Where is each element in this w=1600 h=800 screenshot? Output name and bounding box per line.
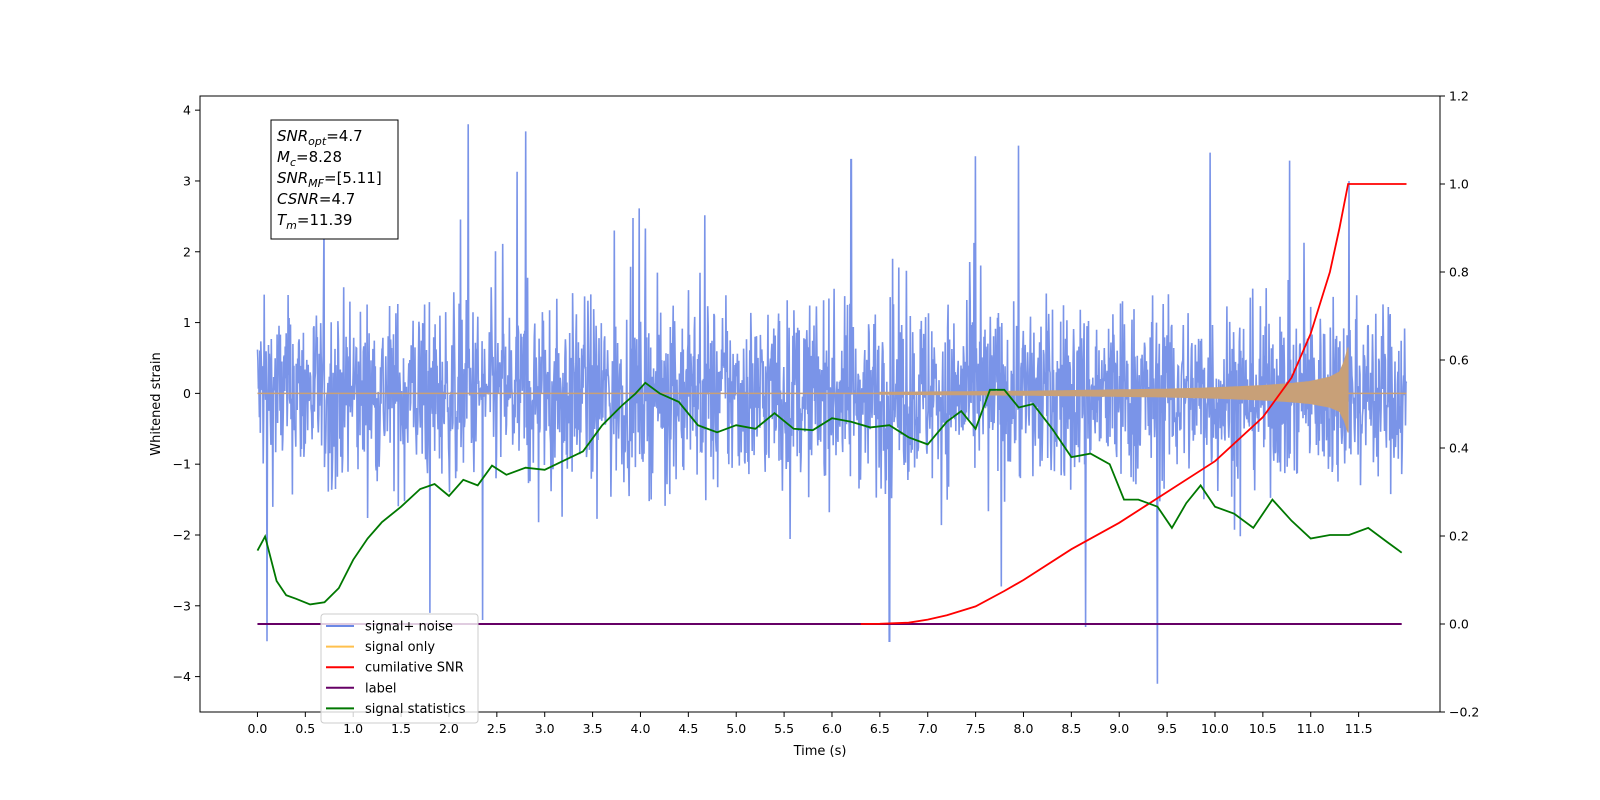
y-tick-label-left: 3 [183, 173, 191, 188]
x-tick-label: 10.5 [1249, 721, 1277, 736]
legend-label: signal+ noise [365, 620, 453, 635]
series-signal-only-envelope [879, 347, 1349, 433]
x-tick-label: 11.5 [1345, 721, 1373, 736]
y-tick-label-right: 0.2 [1449, 529, 1469, 544]
y-tick-label-right: 0.8 [1449, 265, 1469, 280]
y-tick-label-left: −2 [173, 527, 191, 542]
legend-label: signal statistics [365, 702, 466, 717]
legend: signal+ noise signal only cumilative SNR la… [320, 613, 479, 724]
info-box-line: SNRMF=[5.11] [277, 169, 382, 190]
x-tick-label: 3.0 [535, 721, 555, 736]
x-tick-label: 1.0 [343, 721, 363, 736]
x-tick-label: 7.0 [918, 721, 938, 736]
x-tick-label: 5.0 [726, 721, 746, 736]
x-tick-label: 2.0 [439, 721, 459, 736]
x-tick-label: 0.5 [295, 721, 315, 736]
axes-layer: 0.0 0.5 1.0 1.5 2.0 2.5 3.0 3.5 4.0 4.5 5.0 5.5 6.0 6… [173, 89, 1480, 737]
y-tick-label-left: 2 [183, 244, 191, 259]
x-tick-label: 8.5 [1061, 721, 1081, 736]
legend-frame [320, 613, 479, 724]
x-tick-label: 7.5 [966, 721, 986, 736]
x-tick-label: 9.0 [1109, 721, 1129, 736]
series-signal-statistics [256, 381, 1403, 606]
x-tick-label: 2.5 [487, 721, 507, 736]
x-tick-label: 11.0 [1297, 721, 1325, 736]
legend-label: cumilative SNR [365, 661, 464, 676]
y-axis-label: Whitened strain [149, 352, 164, 455]
y-tick-label-left: 0 [183, 386, 191, 401]
legend-label: signal only [365, 640, 435, 655]
y-tick-label-left: 1 [183, 315, 191, 330]
y-tick-label-right: 0.0 [1449, 617, 1469, 632]
y-tick-label-right: 0.6 [1449, 353, 1469, 368]
x-tick-label: 10.0 [1201, 721, 1229, 736]
x-tick-label: 4.5 [678, 721, 698, 736]
x-tick-label: 3.5 [583, 721, 603, 736]
y-tick-label-left: −4 [173, 669, 191, 684]
x-tick-label: 6.0 [822, 721, 842, 736]
y-tick-label-left: 4 [183, 103, 191, 118]
info-box-line: CSNR=4.7 [277, 190, 355, 208]
y-tick-label-right: 0.4 [1449, 441, 1469, 456]
x-tick-label: 9.5 [1157, 721, 1177, 736]
y-tick-label-right: −0.2 [1449, 705, 1479, 720]
y-tick-label-left: −3 [173, 598, 191, 613]
x-tick-label: 1.5 [391, 721, 411, 736]
plot-area-frame [199, 95, 1441, 713]
info-box-frame [270, 119, 399, 240]
series-cumulative-snr [860, 183, 1407, 625]
y-tick-label-right: 1.0 [1449, 177, 1469, 192]
x-tick-label: 4.0 [631, 721, 651, 736]
x-tick-label: 0.0 [248, 721, 268, 736]
x-axis-label: Time (s) [793, 744, 847, 759]
x-tick-label: 8.0 [1014, 721, 1034, 736]
series-signal-noise [256, 124, 1408, 684]
x-tick-label: 5.5 [774, 721, 794, 736]
legend-label: label [365, 681, 396, 696]
info-box-line: Mc=8.28 [277, 148, 342, 169]
x-tick-label: 6.5 [870, 721, 890, 736]
info-box-line: SNRopt=4.7 [277, 127, 363, 148]
y-tick-label-right: 1.2 [1449, 89, 1469, 104]
info-box-line: Tm=11.39 [277, 211, 352, 232]
y-tick-label-left: −1 [173, 457, 191, 472]
